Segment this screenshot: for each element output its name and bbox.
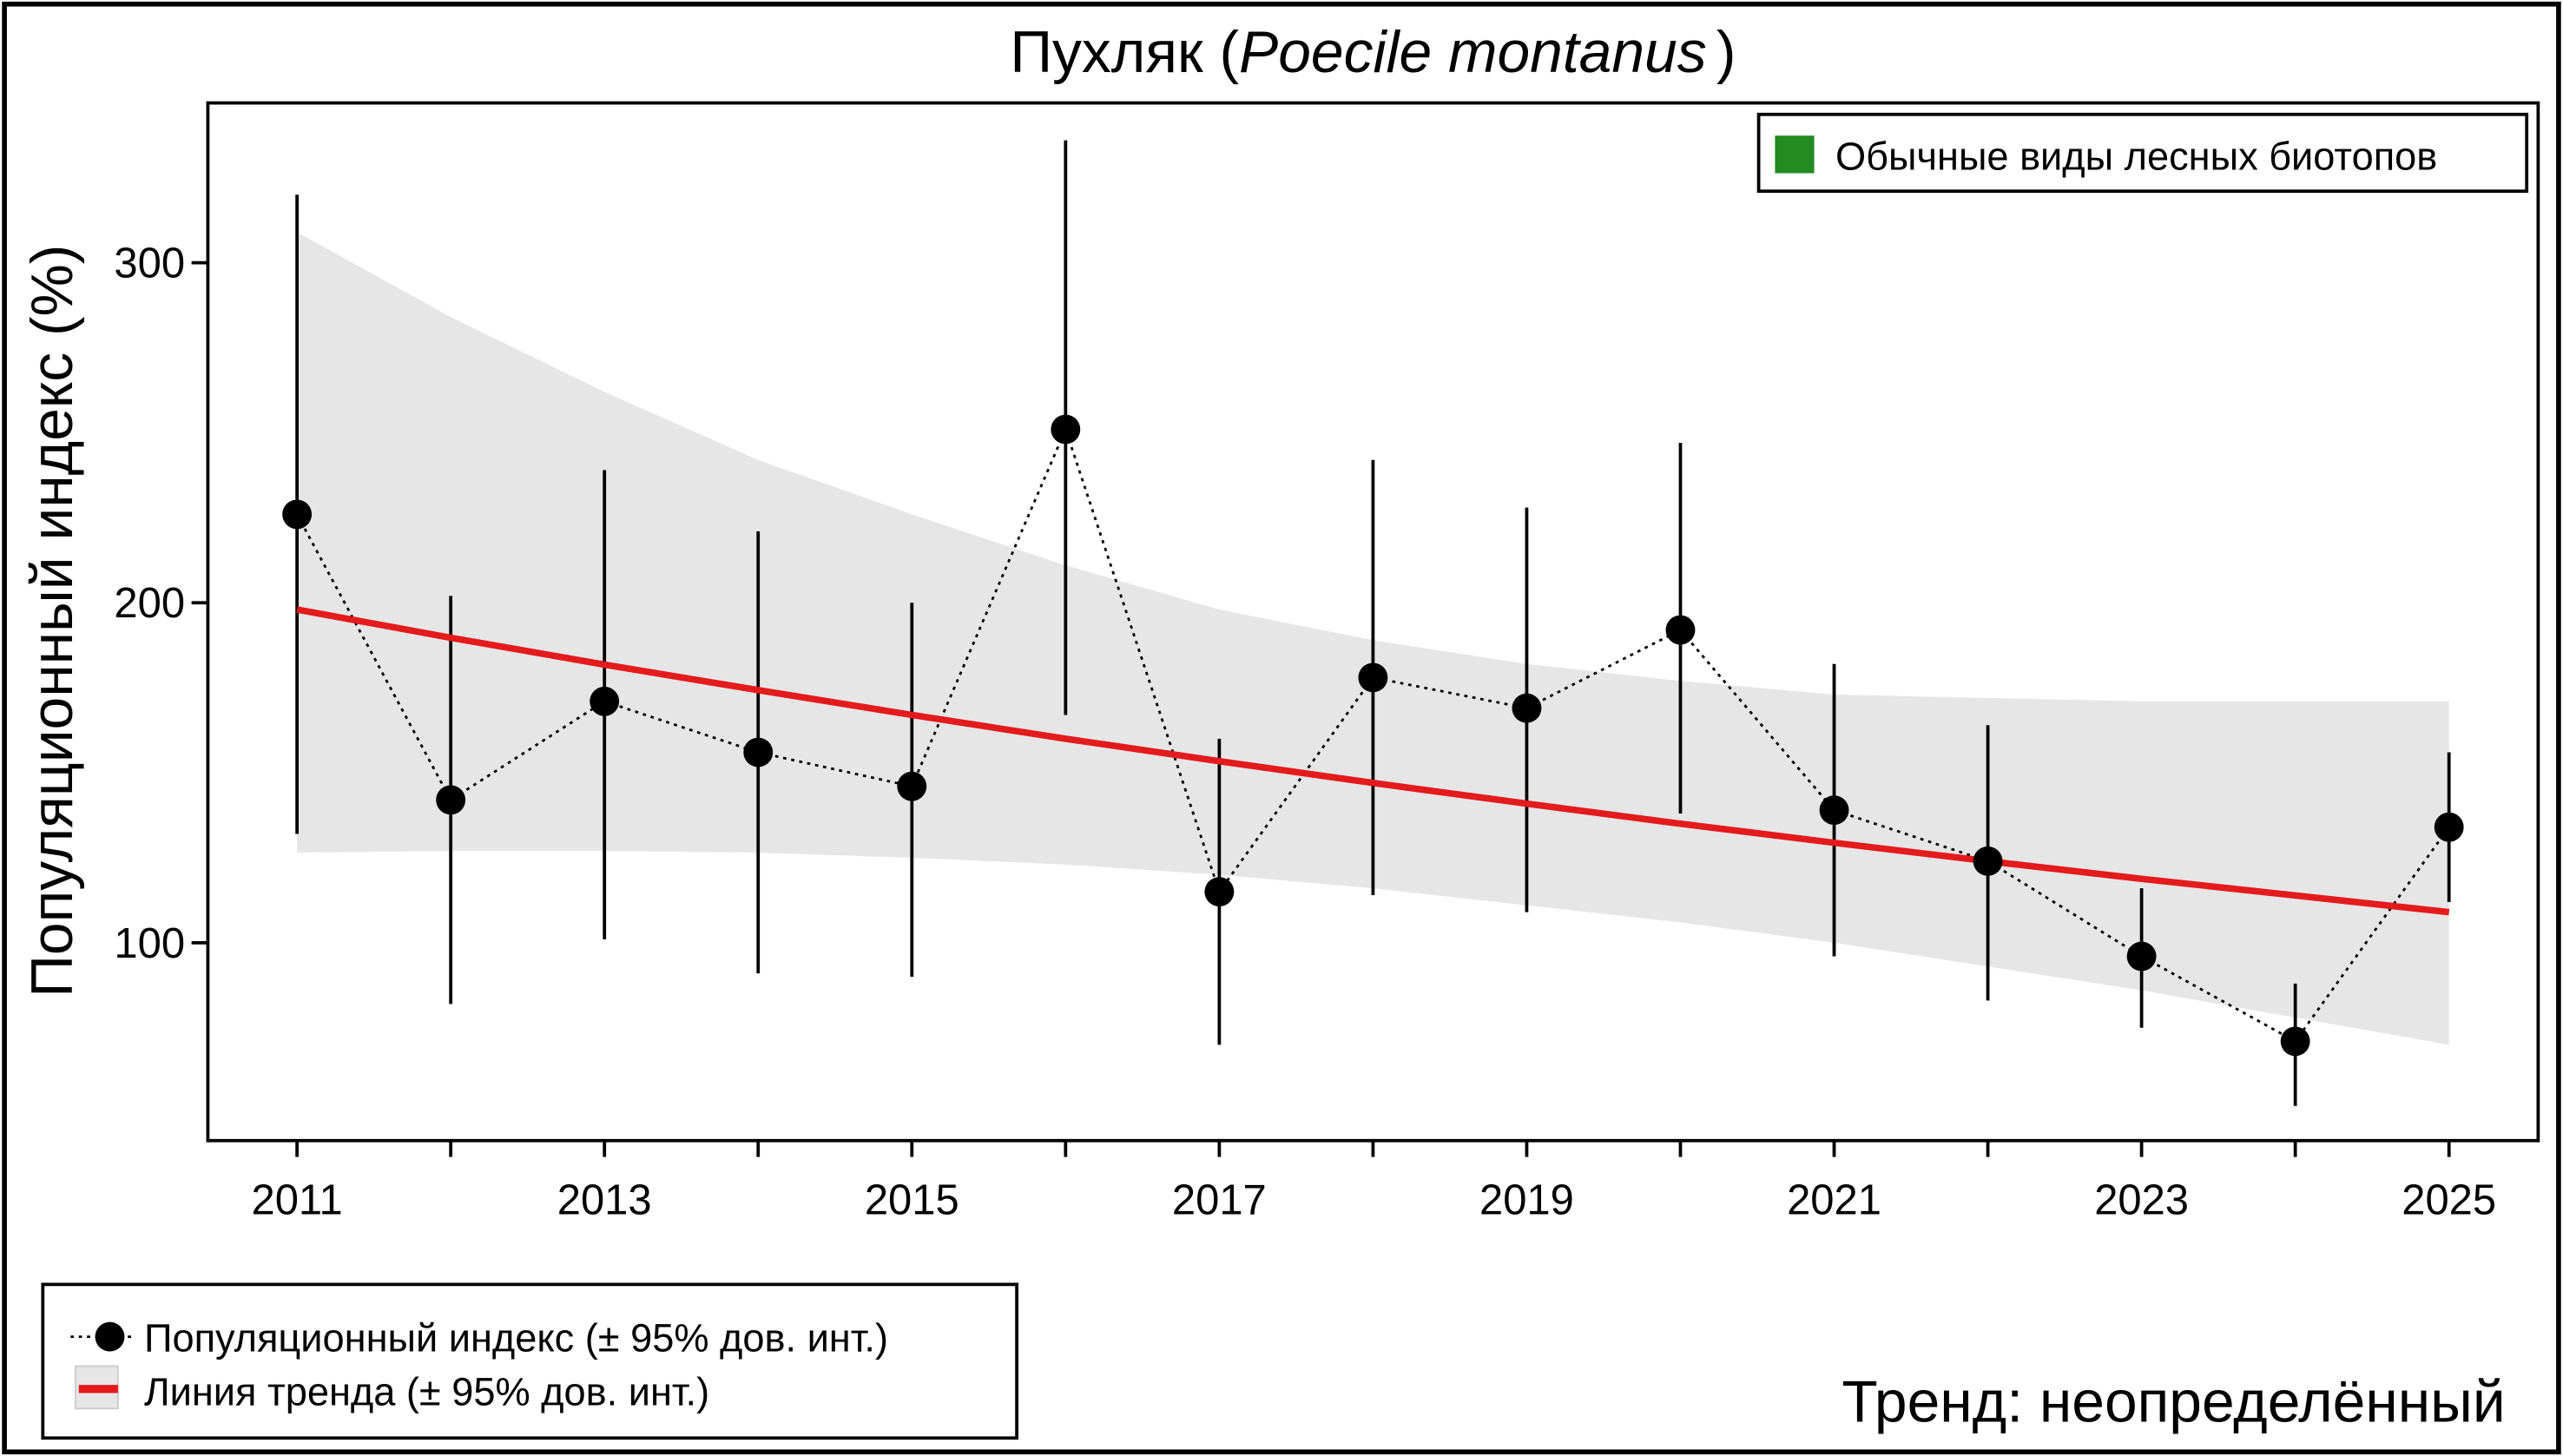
y-tick-label: 100 <box>114 920 185 967</box>
index-point <box>2434 812 2464 842</box>
legend-group-label: Обычные виды лесных биотопов <box>1835 135 2437 179</box>
confidence-band-area <box>297 232 2449 1045</box>
index-point <box>2126 941 2157 972</box>
legend-point-icon <box>95 1321 125 1352</box>
x-tick-label: 2019 <box>1479 1176 1574 1223</box>
index-point <box>2280 1026 2310 1057</box>
chart-title: Пухляк (Poecile montanus) <box>1010 20 1736 85</box>
index-point <box>1973 846 2003 876</box>
y-axis-label: Популяционный индекс (%) <box>20 245 85 998</box>
index-point <box>743 737 774 768</box>
y-tick-label: 200 <box>114 580 185 627</box>
trend-path <box>296 606 2450 916</box>
legend-trend-label: Линия тренда (± 95% дов. инт.) <box>144 1370 709 1414</box>
x-ticks: 2011 2013 2015 2017 2019 2021 2023 2025 <box>252 1140 2496 1223</box>
legend-bottom-left: Популяционный индекс (± 95% дов. инт.) Л… <box>41 1282 1018 1440</box>
x-tick-label: 2023 <box>2094 1176 2189 1223</box>
index-points <box>282 414 2464 1057</box>
index-point <box>282 499 313 530</box>
legend-top-right: Обычные виды лесных биотопов <box>1756 112 2529 194</box>
index-point <box>1051 414 1081 445</box>
index-point <box>1665 615 1696 645</box>
y-ticks: 100 200 300 <box>114 240 208 967</box>
y-tick-label: 300 <box>114 240 185 287</box>
index-point <box>1512 693 1542 723</box>
index-point <box>590 686 620 716</box>
index-point <box>436 785 466 815</box>
group-color-swatch <box>1775 135 1815 174</box>
x-tick-label: 2017 <box>1172 1176 1267 1223</box>
index-point <box>1358 662 1388 693</box>
x-tick-label: 2015 <box>865 1176 959 1223</box>
x-tick-label: 2025 <box>2402 1176 2496 1223</box>
legend-index-label: Популяционный индекс (± 95% дов. инт.) <box>144 1316 888 1360</box>
x-tick-label: 2013 <box>557 1176 652 1223</box>
index-point <box>1204 877 1235 907</box>
x-tick-label: 2021 <box>1787 1176 1881 1223</box>
x-tick-label: 2011 <box>252 1176 343 1223</box>
trend-confidence-band <box>297 232 2449 1045</box>
trend-status: Тренд: неопределённый <box>1842 1369 2505 1434</box>
index-point <box>1819 795 1849 826</box>
trend-line <box>296 606 2450 916</box>
index-point <box>897 771 927 801</box>
